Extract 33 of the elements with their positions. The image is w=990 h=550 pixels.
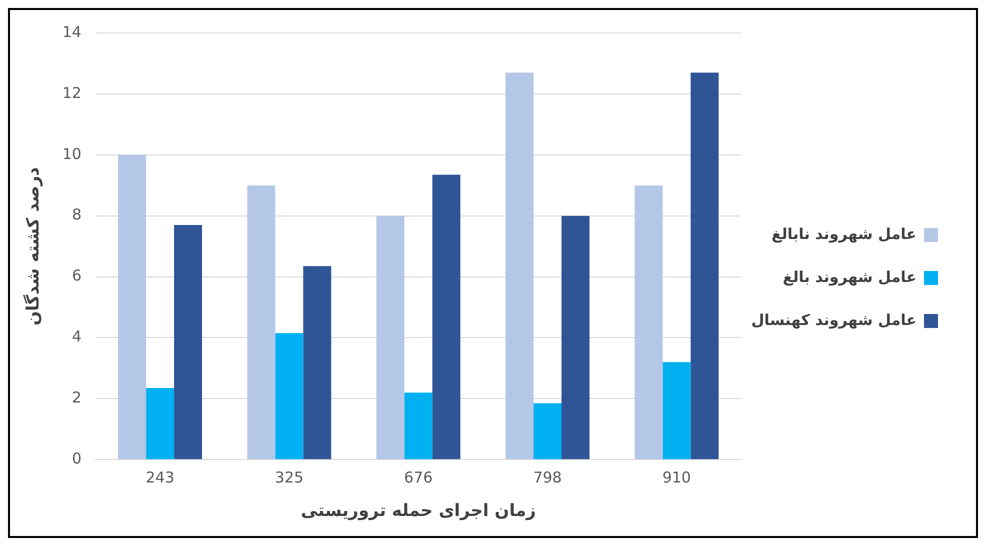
x-axis-title: زمان اجرای حمله تروریستی <box>300 501 536 522</box>
y-tick-label: 12 <box>62 84 82 102</box>
y-tick-label: 10 <box>62 144 82 163</box>
legend-label: عامل شهروند کهنسال <box>751 310 916 329</box>
bar <box>432 174 460 460</box>
bar <box>506 72 534 460</box>
x-tick-label: 798 <box>533 468 562 486</box>
x-tick-label: 910 <box>662 468 691 486</box>
y-tick-label: 14 <box>62 22 82 41</box>
y-tick-label: 0 <box>72 449 82 468</box>
bar <box>662 362 691 460</box>
bar <box>303 266 332 460</box>
bar <box>634 185 663 460</box>
legend-label: عامل شهروند نابالغ <box>771 224 916 243</box>
x-tick-label: 243 <box>146 468 174 486</box>
y-tick-label: 2 <box>72 388 82 407</box>
x-tick-label: 676 <box>404 468 433 486</box>
bar <box>534 403 562 460</box>
x-tick-label: 325 <box>274 468 304 486</box>
y-axis-title: درصد کشته شدگان <box>22 166 44 326</box>
bar <box>275 333 304 460</box>
bar <box>562 216 590 460</box>
bar <box>118 154 146 460</box>
bar <box>376 216 404 460</box>
y-tick-label: 8 <box>72 206 82 224</box>
bar <box>146 388 174 460</box>
bar <box>404 392 432 460</box>
y-tick-label: 6 <box>72 266 82 285</box>
y-tick-label: 4 <box>72 328 82 346</box>
bar <box>690 72 719 460</box>
bar <box>247 185 276 460</box>
legend-label: عامل شهروند بالغ <box>782 268 916 286</box>
bar <box>174 224 202 460</box>
